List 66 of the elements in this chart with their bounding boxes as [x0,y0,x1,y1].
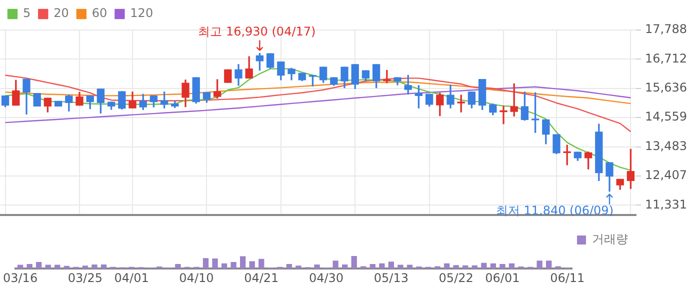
y-tick-label: 16,712 [645,51,687,66]
legend-label: 120 [130,6,154,20]
y-tick-label: 11,331 [645,197,687,212]
y-tick-label: 14,559 [645,110,687,124]
legend-label: 20 [54,6,69,20]
x-tick-label: 03/25 [68,270,102,285]
bar [36,262,42,269]
bar [434,266,440,269]
bar [444,263,450,269]
bar [17,264,24,269]
bar [221,263,228,269]
bar [212,258,218,269]
bar [175,264,181,269]
y-tick-label: 13,483 [645,138,687,153]
bar [314,264,320,269]
candlestick [457,94,465,112]
legend-label: 거래량 [592,232,628,246]
bar [490,263,496,269]
x-tick-label: 03/16 [2,270,38,285]
bar [370,264,376,269]
bar [546,260,552,269]
x-tick-label: 06/11 [550,270,585,285]
candlestick [224,69,232,83]
bar [472,265,478,269]
x-tick-label: 06/01 [485,270,520,285]
x-tick-label: 05/22 [438,270,474,285]
bar [379,263,385,269]
bar [240,256,246,269]
legend-label: 5 [23,6,31,20]
bar [536,260,542,269]
bar [500,264,506,269]
bar [92,264,98,269]
bar [286,264,292,269]
bar [508,263,515,269]
bar [258,258,264,269]
bar [26,264,32,269]
legend-label: 60 [92,6,108,20]
x-tick-label: 04/10 [179,270,214,285]
bar [296,266,302,269]
bar [481,262,487,269]
bar [100,264,107,269]
bar [54,264,60,269]
bar [398,264,404,269]
candlestick [33,93,41,107]
y-tick-label: 15,636 [645,80,687,94]
annotation: 최저 11,840 (06/09) [496,203,614,218]
bar [342,264,348,269]
bar [202,258,209,269]
candlestick [531,92,540,133]
bar [249,261,255,269]
y-tick-label: 17,788 [645,22,687,36]
bar [453,265,459,269]
x-tick-label: 05/13 [374,270,408,285]
bar [406,264,413,269]
x-tick-label: 04/30 [308,270,344,285]
bar [462,265,468,269]
bar [388,262,394,269]
annotation: 최고 16,930 (04/17) [198,24,316,38]
bar [332,260,338,269]
bar [230,262,236,269]
bar [45,264,51,269]
x-tick-label: 04/21 [244,270,279,285]
bar [351,256,357,269]
y-tick-label: 12,407 [645,168,687,182]
bar [82,266,88,269]
x-tick-label: 04/01 [114,270,149,285]
